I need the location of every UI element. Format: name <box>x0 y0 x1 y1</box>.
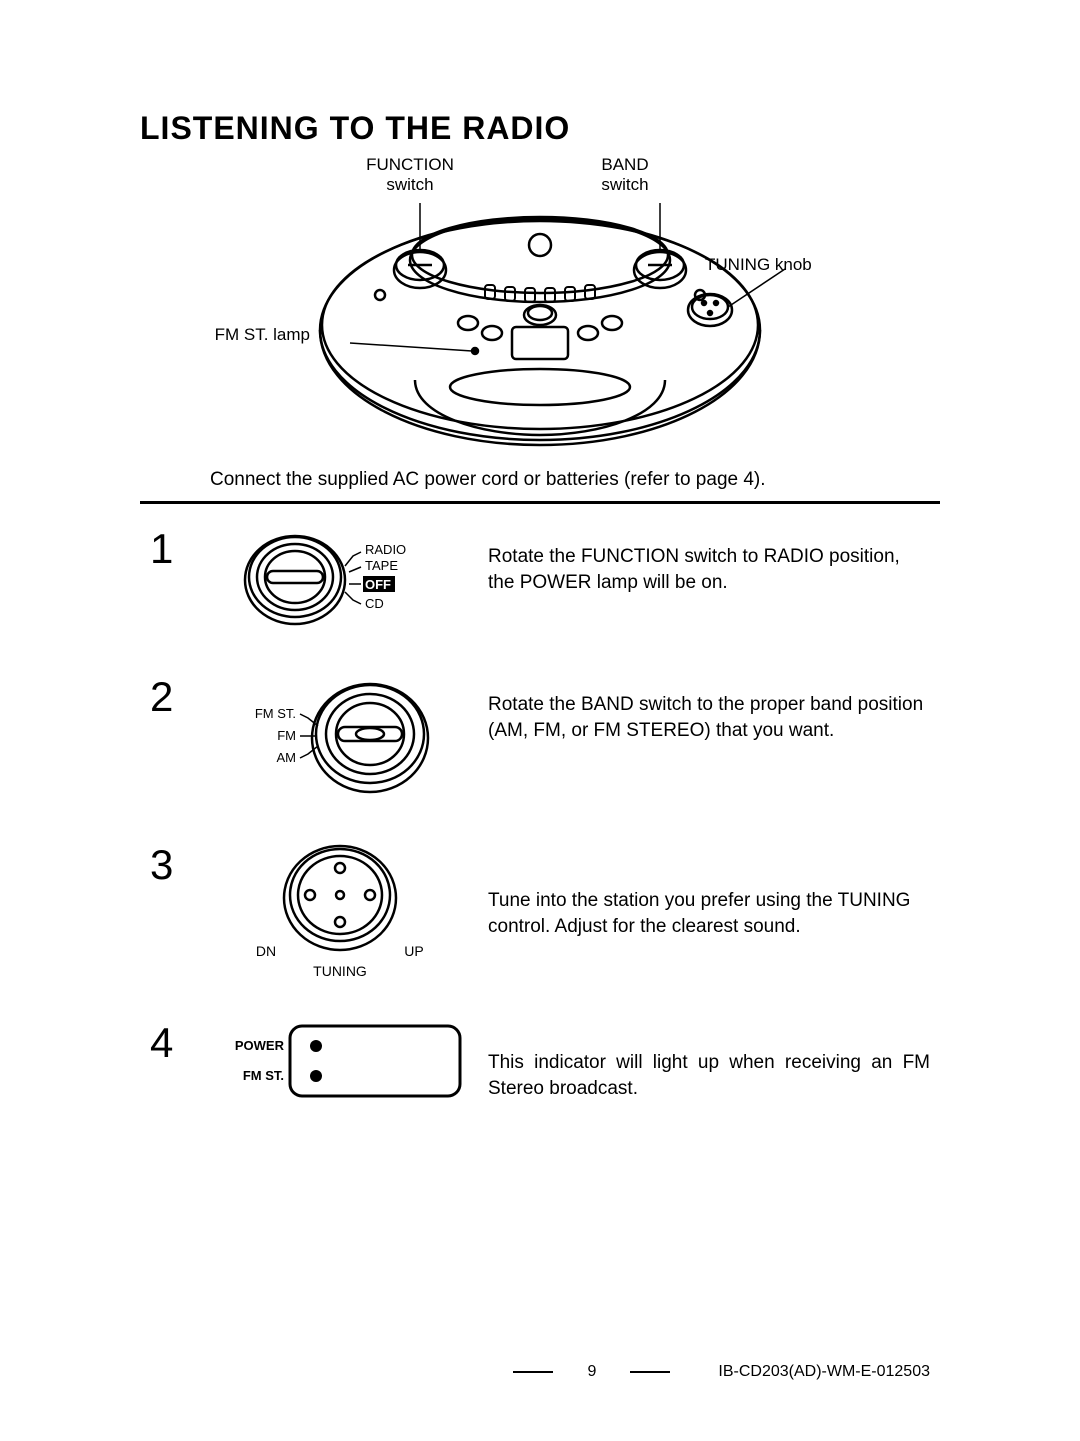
step-row: 2 FM ST. FM AM <box>150 670 940 810</box>
step-2-figure: FM ST. FM AM <box>210 670 470 810</box>
band-switch-label-l2: switch <box>601 175 648 194</box>
band-switch-label-l1: BAND <box>601 155 648 174</box>
step-text: This indicator will light up when receiv… <box>488 1016 940 1101</box>
step3-label-dn: DN <box>256 943 276 959</box>
step-number: 3 <box>150 844 192 886</box>
tuning-knob-label: TUNING knob <box>705 255 812 275</box>
step-3-figure: DN UP TUNING <box>210 838 470 988</box>
step-text: Rotate the FUNCTION switch to RADIO posi… <box>488 522 940 595</box>
page-number: 9 <box>587 1363 596 1381</box>
step-number: 4 <box>150 1022 192 1064</box>
step-number: 1 <box>150 528 192 570</box>
divider <box>140 501 940 504</box>
doc-code: IB-CD203(AD)-WM-E-012503 <box>718 1363 930 1381</box>
step-text: Rotate the BAND switch to the proper ban… <box>488 670 940 743</box>
fmst-lamp-label: FM ST. lamp <box>200 325 310 345</box>
boombox-illustration <box>280 155 800 455</box>
step-number: 2 <box>150 676 192 718</box>
footer-dash-right <box>630 1371 670 1373</box>
page-title: LISTENING TO THE RADIO <box>140 110 940 147</box>
step-4-figure: POWER FM ST. <box>210 1016 470 1106</box>
footer-dash-left <box>513 1371 553 1373</box>
step3-label-up: UP <box>404 943 423 959</box>
step4-label-power: POWER <box>235 1038 285 1053</box>
step2-label-am: AM <box>277 750 297 765</box>
step4-label-fmst: FM ST. <box>243 1068 284 1083</box>
step2-label-fm: FM <box>277 728 296 743</box>
step2-label-fmst: FM ST. <box>255 706 296 721</box>
step1-label-cd: CD <box>365 596 384 611</box>
step-1-figure: RADIO TAPE OFF CD <box>210 522 470 642</box>
step1-label-tape: TAPE <box>365 558 398 573</box>
page-footer: 9 IB-CD203(AD)-WM-E-012503 <box>0 1363 1080 1381</box>
step-row: 4 POWER FM ST. This indicator will light… <box>150 1016 940 1106</box>
steps-list: 1 RADIO TAPE OFF CD <box>150 522 940 1106</box>
step-row: 3 DN UP TUN <box>150 838 940 988</box>
manual-page: LISTENING TO THE RADIO FUNCTION switch B… <box>0 0 1080 1441</box>
step1-label-off: OFF <box>365 577 391 592</box>
step3-label-tuning: TUNING <box>313 963 367 979</box>
hero-diagram: FUNCTION switch BAND switch TUNING knob … <box>140 155 940 455</box>
function-switch-label-l2: switch <box>386 175 433 194</box>
step-row: 1 RADIO TAPE OFF CD <box>150 522 940 642</box>
function-switch-label-l1: FUNCTION <box>366 155 454 174</box>
step-text: Tune into the station you prefer using t… <box>488 838 940 939</box>
step1-label-radio: RADIO <box>365 542 406 557</box>
intro-text: Connect the supplied AC power cord or ba… <box>210 469 940 491</box>
